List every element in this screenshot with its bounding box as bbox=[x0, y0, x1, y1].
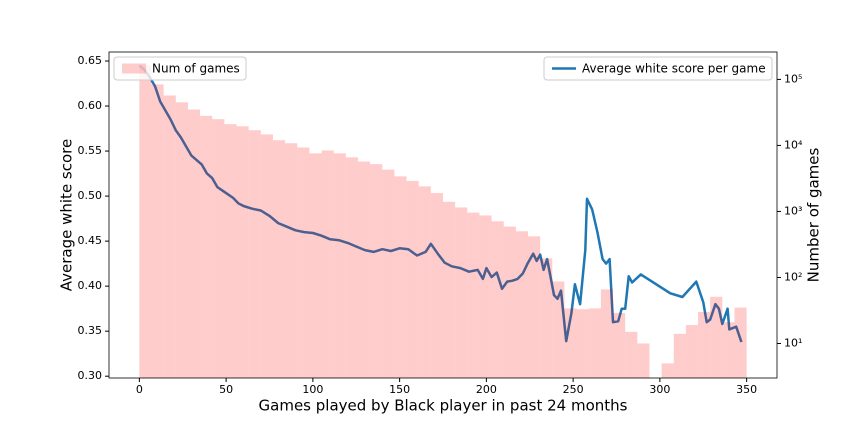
y2-tick-label: 10² bbox=[784, 270, 802, 283]
x-tick-label: 100 bbox=[302, 383, 323, 396]
hist-bar bbox=[187, 109, 201, 379]
y-axis-label: Average white score bbox=[58, 139, 76, 292]
x-tick-label: 350 bbox=[736, 383, 757, 396]
hist-bar bbox=[600, 289, 614, 378]
hist-bar bbox=[406, 180, 419, 378]
hist-bar bbox=[151, 84, 164, 378]
hist-bar bbox=[430, 193, 443, 378]
y-tick-label: 0.55 bbox=[78, 144, 103, 157]
x-tick-label: 50 bbox=[219, 383, 233, 396]
x-axis-label: Games played by Black player in past 24 … bbox=[259, 397, 628, 415]
y-tick-label: 0.45 bbox=[78, 234, 103, 247]
hist-bar bbox=[248, 130, 261, 378]
hist-bar bbox=[685, 325, 699, 378]
hist-bar bbox=[212, 119, 225, 379]
x-tick-label: 200 bbox=[476, 383, 497, 396]
hist-bar bbox=[297, 147, 310, 378]
hist-bar bbox=[224, 124, 237, 378]
hist-bar bbox=[163, 95, 176, 378]
hist-bar bbox=[625, 331, 638, 378]
hist-bar bbox=[370, 164, 383, 378]
hist-bar bbox=[552, 281, 565, 378]
hist-bar bbox=[394, 176, 407, 378]
legend-label: Average white score per game bbox=[582, 62, 766, 76]
hist-bar bbox=[540, 258, 553, 378]
y-tick-label: 0.60 bbox=[78, 99, 103, 112]
hist-bar bbox=[467, 212, 480, 378]
hist-bar bbox=[333, 153, 346, 378]
hist-bar bbox=[710, 296, 723, 378]
line bbox=[138, 64, 743, 343]
hist-bar bbox=[698, 311, 711, 378]
hist-bar bbox=[382, 169, 395, 378]
y2-tick-label: 10⁴ bbox=[784, 138, 803, 151]
y-tick-label: 0.40 bbox=[78, 279, 103, 292]
hist-bar bbox=[455, 207, 468, 378]
hist-bar bbox=[491, 221, 504, 378]
hist-bar bbox=[734, 307, 747, 378]
hist-bar bbox=[285, 143, 298, 378]
plot-frame bbox=[108, 51, 778, 379]
y2-tick-label: 10⁵ bbox=[784, 72, 802, 85]
y2-axis-label: Number of games bbox=[805, 148, 823, 283]
hist-bar bbox=[418, 186, 431, 378]
hist-bar bbox=[588, 308, 601, 378]
x-tick-label: 300 bbox=[649, 383, 670, 396]
y2-tick-label: 10¹ bbox=[784, 336, 802, 349]
hist-bar bbox=[576, 309, 589, 378]
legend-box bbox=[113, 56, 247, 81]
hist-bar bbox=[200, 115, 213, 379]
y-tick-label: 0.50 bbox=[78, 189, 103, 202]
hist-bar bbox=[236, 126, 249, 379]
y-tick-label: 0.35 bbox=[78, 324, 103, 337]
hist-bar bbox=[528, 236, 541, 378]
hist-bar bbox=[661, 363, 674, 378]
hist-bar bbox=[175, 102, 188, 378]
hist-bar bbox=[357, 161, 371, 378]
hist-bar bbox=[722, 322, 735, 378]
hist-bar bbox=[503, 226, 516, 378]
hist-bar bbox=[321, 150, 334, 378]
y-tick-label: 0.65 bbox=[78, 54, 103, 67]
y2-tick-label: 10³ bbox=[784, 204, 802, 217]
legend-box bbox=[543, 56, 773, 81]
x-tick-label: 250 bbox=[563, 383, 584, 396]
hist-bar bbox=[673, 333, 686, 378]
legend-swatch bbox=[122, 63, 146, 74]
hist-bar bbox=[515, 231, 529, 378]
hist-bar bbox=[139, 65, 152, 379]
hist-bar bbox=[564, 308, 577, 378]
hist-bar bbox=[443, 201, 456, 378]
hist-bar bbox=[309, 153, 322, 378]
legend-label: Num of games bbox=[152, 62, 240, 76]
hist-bar bbox=[479, 215, 492, 378]
hist-bar bbox=[613, 312, 626, 378]
hist-bar bbox=[345, 157, 358, 378]
hist-bar bbox=[637, 343, 650, 378]
hist-bar bbox=[260, 134, 273, 378]
hist-bar bbox=[272, 140, 286, 378]
x-tick-label: 0 bbox=[136, 383, 143, 396]
x-tick-label: 150 bbox=[389, 383, 410, 396]
y-tick-label: 0.30 bbox=[78, 369, 103, 382]
